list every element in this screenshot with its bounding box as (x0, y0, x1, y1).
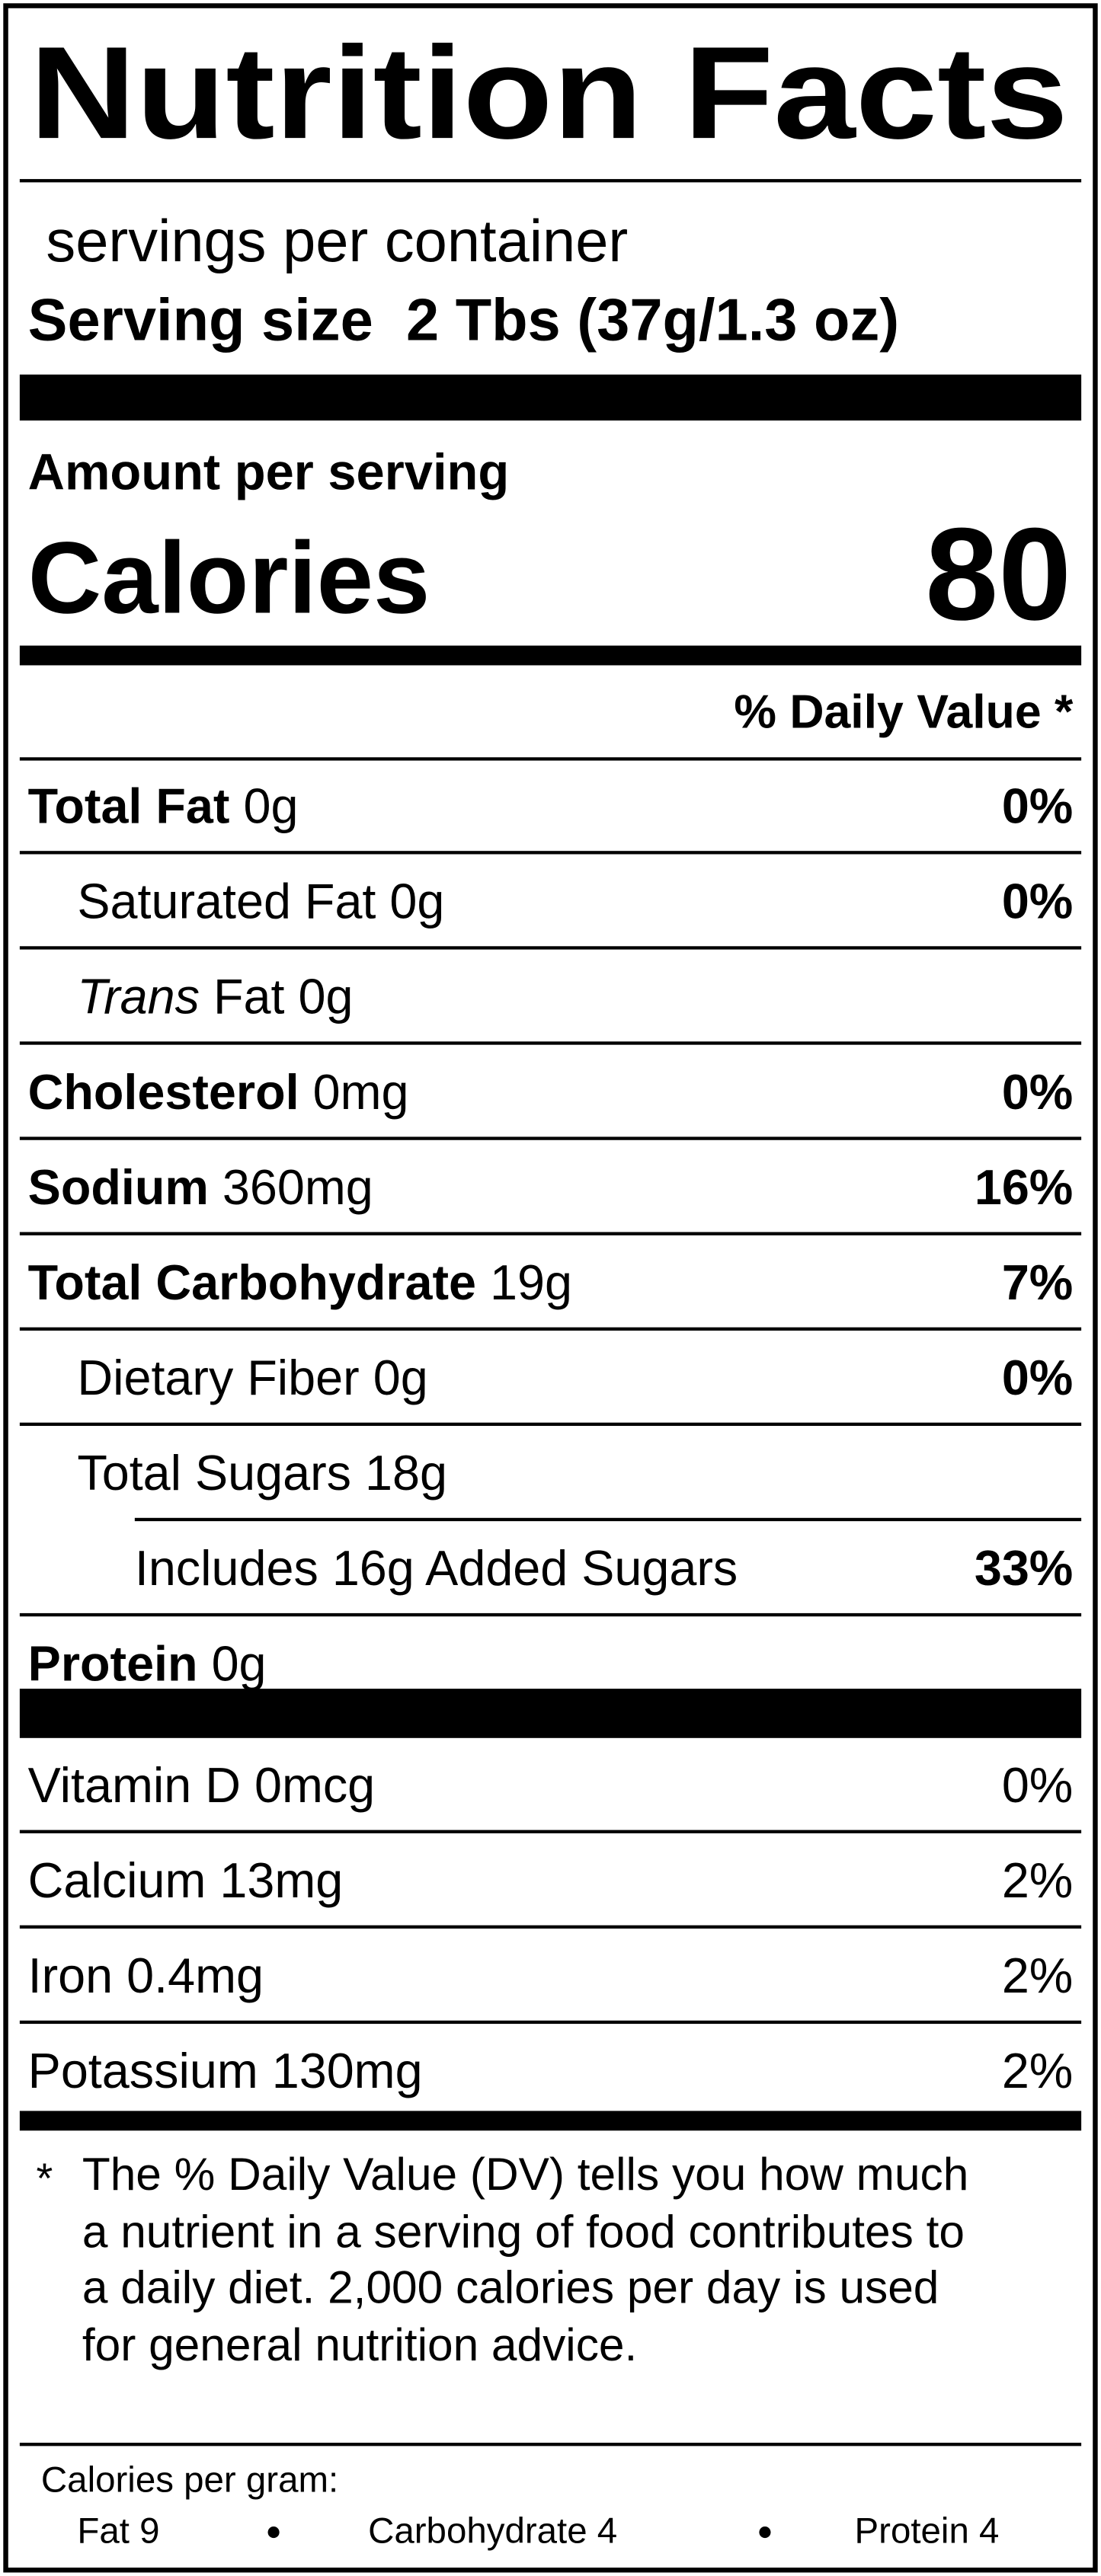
calories-per-gram-item: Fat 9 (77, 2510, 160, 2552)
rule (19, 1232, 1082, 1235)
nutrient-amount: 0mcg (254, 1759, 376, 1814)
nutrient-row: Cholesterol 0mg (28, 1069, 409, 1119)
title-svg: Nutrition Facts (30, 30, 1068, 161)
medium-bar (19, 2111, 1082, 2131)
footnote-line: a nutrient in a serving of food contribu… (82, 2205, 965, 2257)
rule (19, 2020, 1082, 2025)
daily-value: 0% (1001, 875, 1074, 930)
nutrient-row: Vitamin D 0mcg (28, 1762, 376, 1812)
rule (19, 1612, 1082, 1617)
rule (19, 757, 1082, 761)
rule (19, 851, 1082, 855)
nutrient-amount: 0g (243, 780, 299, 835)
daily-value: 0% (1001, 1351, 1074, 1407)
nutrient-name: Protein (27, 1638, 198, 1692)
daily-value: 7% (1001, 1256, 1074, 1312)
nutrient-row: Dietary Fiber 0g (77, 1351, 428, 1407)
rule (19, 179, 1082, 183)
thick-bar (19, 1689, 1082, 1738)
nutrient-amount: 0.4mg (126, 1950, 264, 2005)
nutrient-row: Total Fat 0g (28, 783, 299, 833)
label-border (3, 3, 1098, 2573)
dv-header: % Daily Value * (734, 686, 1074, 740)
rule (19, 2443, 1082, 2447)
title: Nutrition Facts (30, 30, 1068, 161)
nutrient-amount: 0g (298, 970, 354, 1025)
rule (19, 1925, 1082, 1929)
calories-per-gram-item: Protein 4 (854, 2510, 1000, 2552)
nutrient-amount: 13mg (219, 1854, 344, 1910)
daily-value: 0% (1001, 780, 1074, 835)
footnote-line: a daily diet. 2,000 calories per day is … (82, 2261, 939, 2313)
amount-per-serving: Amount per serving (27, 443, 510, 501)
nutrient-name-italic: Trans (77, 970, 200, 1025)
nutrient-row: Potassium 130mg (27, 2045, 423, 2100)
rule (19, 1422, 1082, 1427)
footnote-line: The % Daily Value (DV) tells you how muc… (82, 2148, 969, 2200)
daily-value: 0% (1001, 1066, 1074, 1120)
nutrient-row: Total Carbohydrate 19g (27, 1256, 573, 1312)
nutrient-amount: 360mg (222, 1161, 373, 1216)
thick-bar (19, 374, 1082, 421)
rule (19, 1136, 1082, 1140)
nutrient-row: Sodium 360mg (27, 1161, 373, 1216)
footnote-line: for general nutrition advice. (82, 2319, 638, 2370)
serving-size-label: Serving size (27, 286, 373, 353)
rule (134, 1517, 1082, 1522)
nutrient-name: Dietary Fiber (77, 1351, 360, 1407)
nutrient-name: Cholesterol (27, 1066, 299, 1120)
nutrient-name: Includes 16g Added Sugars (134, 1542, 738, 1597)
nutrient-name: Total Fat (27, 780, 230, 835)
servings: servings per container (46, 206, 629, 275)
nutrient-row: Iron 0.4mg (27, 1950, 264, 2005)
calories-per-gram-item: Carbohydrate 4 (368, 2510, 618, 2552)
nutrient-amount: 0g (389, 875, 445, 930)
calories-label: Calories (27, 522, 430, 636)
daily-value: 0% (1001, 1759, 1074, 1814)
serving-size: Serving size 2 Tbs (37g/1.3 oz) (28, 290, 899, 350)
nutrient-name: Vitamin D (27, 1759, 241, 1814)
calories-value: 80 (925, 500, 1072, 647)
nutrient-name: Total Carbohydrate (27, 1256, 477, 1312)
nutrient-amount: 18g (365, 1447, 447, 1502)
calories-per-gram: Calories per gram: (40, 2459, 339, 2501)
nutrient-row: Saturated Fat 0g (77, 875, 445, 930)
nutrient-name: Potassium (27, 2045, 258, 2100)
footnote-marker: * (36, 2153, 53, 2204)
nutrient-name: Calcium (27, 1854, 206, 1910)
daily-value: 2% (1001, 2045, 1074, 2100)
nutrient-row: Calcium 13mg (27, 1854, 344, 1910)
bullet (267, 2526, 280, 2539)
daily-value: 16% (974, 1161, 1074, 1216)
rule (19, 1830, 1082, 1833)
bullet (759, 2526, 771, 2539)
nutrient-amount: 0g (211, 1638, 267, 1692)
daily-value: 33% (974, 1542, 1074, 1597)
nutrient-amount: 130mg (271, 2045, 423, 2100)
daily-value: 2% (1001, 1854, 1074, 1910)
nutrient-row: Total Sugars 18g (77, 1447, 447, 1502)
daily-value: 2% (1001, 1950, 1074, 2005)
nutrient-amount: 19g (490, 1256, 573, 1312)
nutrient-name: Iron (27, 1950, 114, 2005)
rule (19, 946, 1082, 950)
rule (19, 1041, 1082, 1045)
medium-bar (19, 645, 1082, 666)
nutrient-name: Total Sugars (77, 1447, 352, 1502)
nutrient-name: Sodium (27, 1161, 209, 1216)
nutrient-amount: 0g (373, 1351, 428, 1407)
nutrient-amount: 0mg (312, 1066, 409, 1120)
rule (19, 1327, 1082, 1331)
nutrient-row: Includes 16g Added Sugars (135, 1545, 738, 1595)
nutrient-row: Trans Fat 0g (77, 970, 354, 1025)
nutrient-row: Protein 0g (27, 1638, 267, 1692)
nutrient-name: Saturated Fat (77, 875, 376, 930)
nutrient-name: Fat (213, 970, 285, 1025)
serving-size-value: 2 Tbs (37g/1.3 oz) (405, 286, 900, 353)
